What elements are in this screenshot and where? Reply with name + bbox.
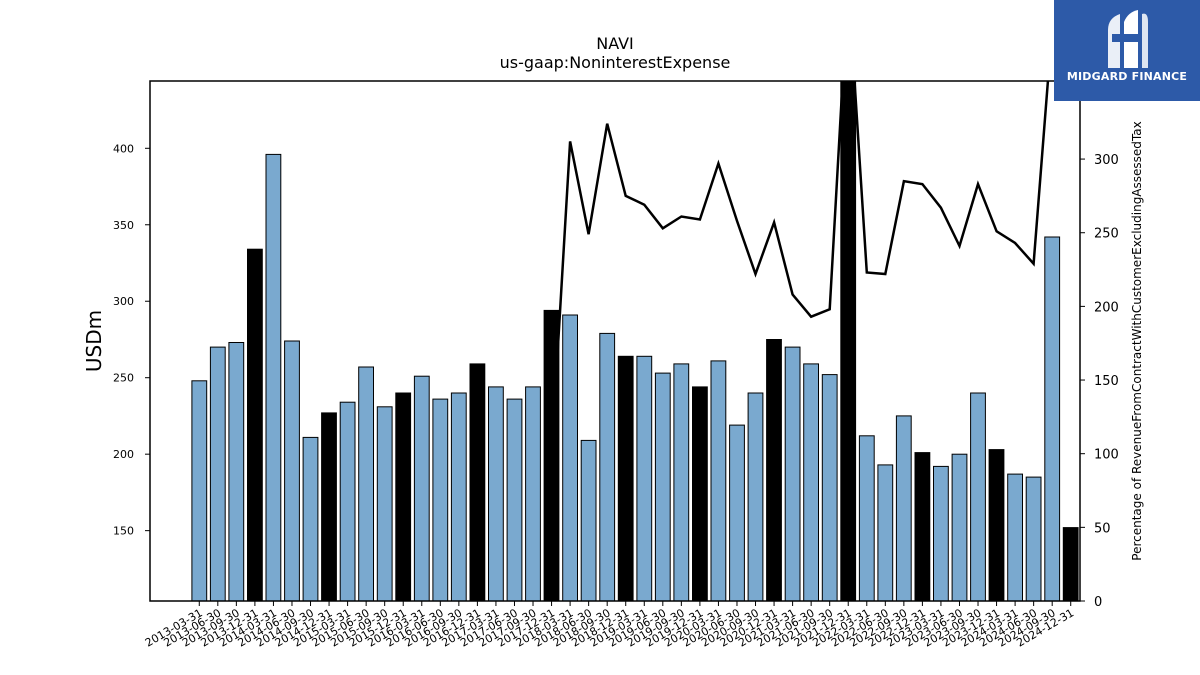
bar-2017-09-30 <box>525 386 541 601</box>
y2-tick-label: 0 <box>1094 595 1102 610</box>
bar-2016-12-31 <box>469 363 486 601</box>
plot-frame <box>149 80 1081 602</box>
y2-tick-label: 100 <box>1094 448 1119 463</box>
midgard-logo-mark-icon <box>1108 10 1148 69</box>
y2-tick-label: 200 <box>1094 300 1119 315</box>
bar-2024-03-31 <box>1007 473 1024 601</box>
bar-2023-06-30 <box>951 453 968 601</box>
bar-2022-06-30 <box>877 464 894 601</box>
y2-tick-label: 300 <box>1094 153 1119 168</box>
bar-2015-03-31 <box>339 401 356 601</box>
bar-2017-03-31 <box>488 386 504 601</box>
logo-text: MIDGARD FINANCE <box>1066 70 1188 83</box>
bar-2020-03-31 <box>710 360 727 601</box>
y-tick-label: 250 <box>113 372 134 385</box>
bar-2023-12-31 <box>988 449 1005 601</box>
chart-title: NAVI <box>596 34 634 53</box>
bar-2013-03-31 <box>191 380 208 601</box>
bar-2013-09-30 <box>228 342 245 601</box>
bar-2021-09-30 <box>821 374 838 601</box>
y-tick-label: 200 <box>113 448 134 461</box>
bar-2020-12-31 <box>766 339 782 601</box>
bar-2024-09-30 <box>1044 236 1061 601</box>
midgard-finance-logo: MIDGARD FINANCE <box>1054 0 1200 101</box>
bar-2021-12-31 <box>840 81 857 601</box>
bar-2022-03-31 <box>858 435 875 601</box>
bar-2014-09-30 <box>302 436 319 601</box>
bar-2013-12-31 <box>247 248 263 601</box>
bar-2022-09-30 <box>895 415 912 601</box>
bar-2013-06-30 <box>209 346 226 601</box>
bar-2014-06-30 <box>284 340 300 601</box>
bar-2016-06-30 <box>432 398 449 601</box>
bar-2015-09-30 <box>376 406 393 601</box>
bar-2015-12-31 <box>395 392 412 601</box>
percentage-line <box>550 81 1050 454</box>
bar-2021-03-31 <box>784 346 801 601</box>
y-tick-label: 350 <box>113 219 134 232</box>
y-tick-label: 150 <box>113 525 134 538</box>
bar-2019-12-31 <box>692 386 708 601</box>
bar-2020-09-30 <box>747 392 764 601</box>
chart-subtitle: us-gaap:NoninterestExpense <box>500 53 731 72</box>
bar-2024-06-30 <box>1025 476 1042 601</box>
bar-2018-09-30 <box>599 332 616 601</box>
y2-tick-label: 150 <box>1094 374 1119 389</box>
bar-2018-03-31 <box>562 314 579 601</box>
y-tick-label: 300 <box>113 295 134 308</box>
bar-2021-06-30 <box>803 363 820 601</box>
bar-2023-09-30 <box>970 392 986 601</box>
bar-2024-12-31 <box>1062 527 1079 601</box>
bar-2023-03-31 <box>933 465 949 601</box>
bar-2015-06-30 <box>358 366 375 601</box>
y2-axis-label: Percentage of RevenueFromContractWithCus… <box>1130 121 1144 560</box>
bar-2018-06-30 <box>580 439 597 601</box>
bar-2022-12-31 <box>914 452 931 601</box>
y-axis-label: USDm <box>82 310 106 372</box>
bars-group <box>191 81 1079 601</box>
y-tick-label: 400 <box>113 142 134 155</box>
bar-2019-06-30 <box>654 372 671 601</box>
bar-2017-06-30 <box>506 398 523 601</box>
bar-2014-12-31 <box>321 412 337 601</box>
bar-2018-12-31 <box>617 355 634 601</box>
bar-2020-06-30 <box>729 424 745 601</box>
bar-2016-03-31 <box>413 375 430 601</box>
bar-2014-03-31 <box>265 153 282 601</box>
bar-2019-03-31 <box>636 355 653 601</box>
bar-2016-09-30 <box>450 392 467 601</box>
y2-tick-label: 250 <box>1094 227 1119 242</box>
y2-tick-label: 50 <box>1094 521 1111 536</box>
bar-2019-09-30 <box>673 363 690 601</box>
